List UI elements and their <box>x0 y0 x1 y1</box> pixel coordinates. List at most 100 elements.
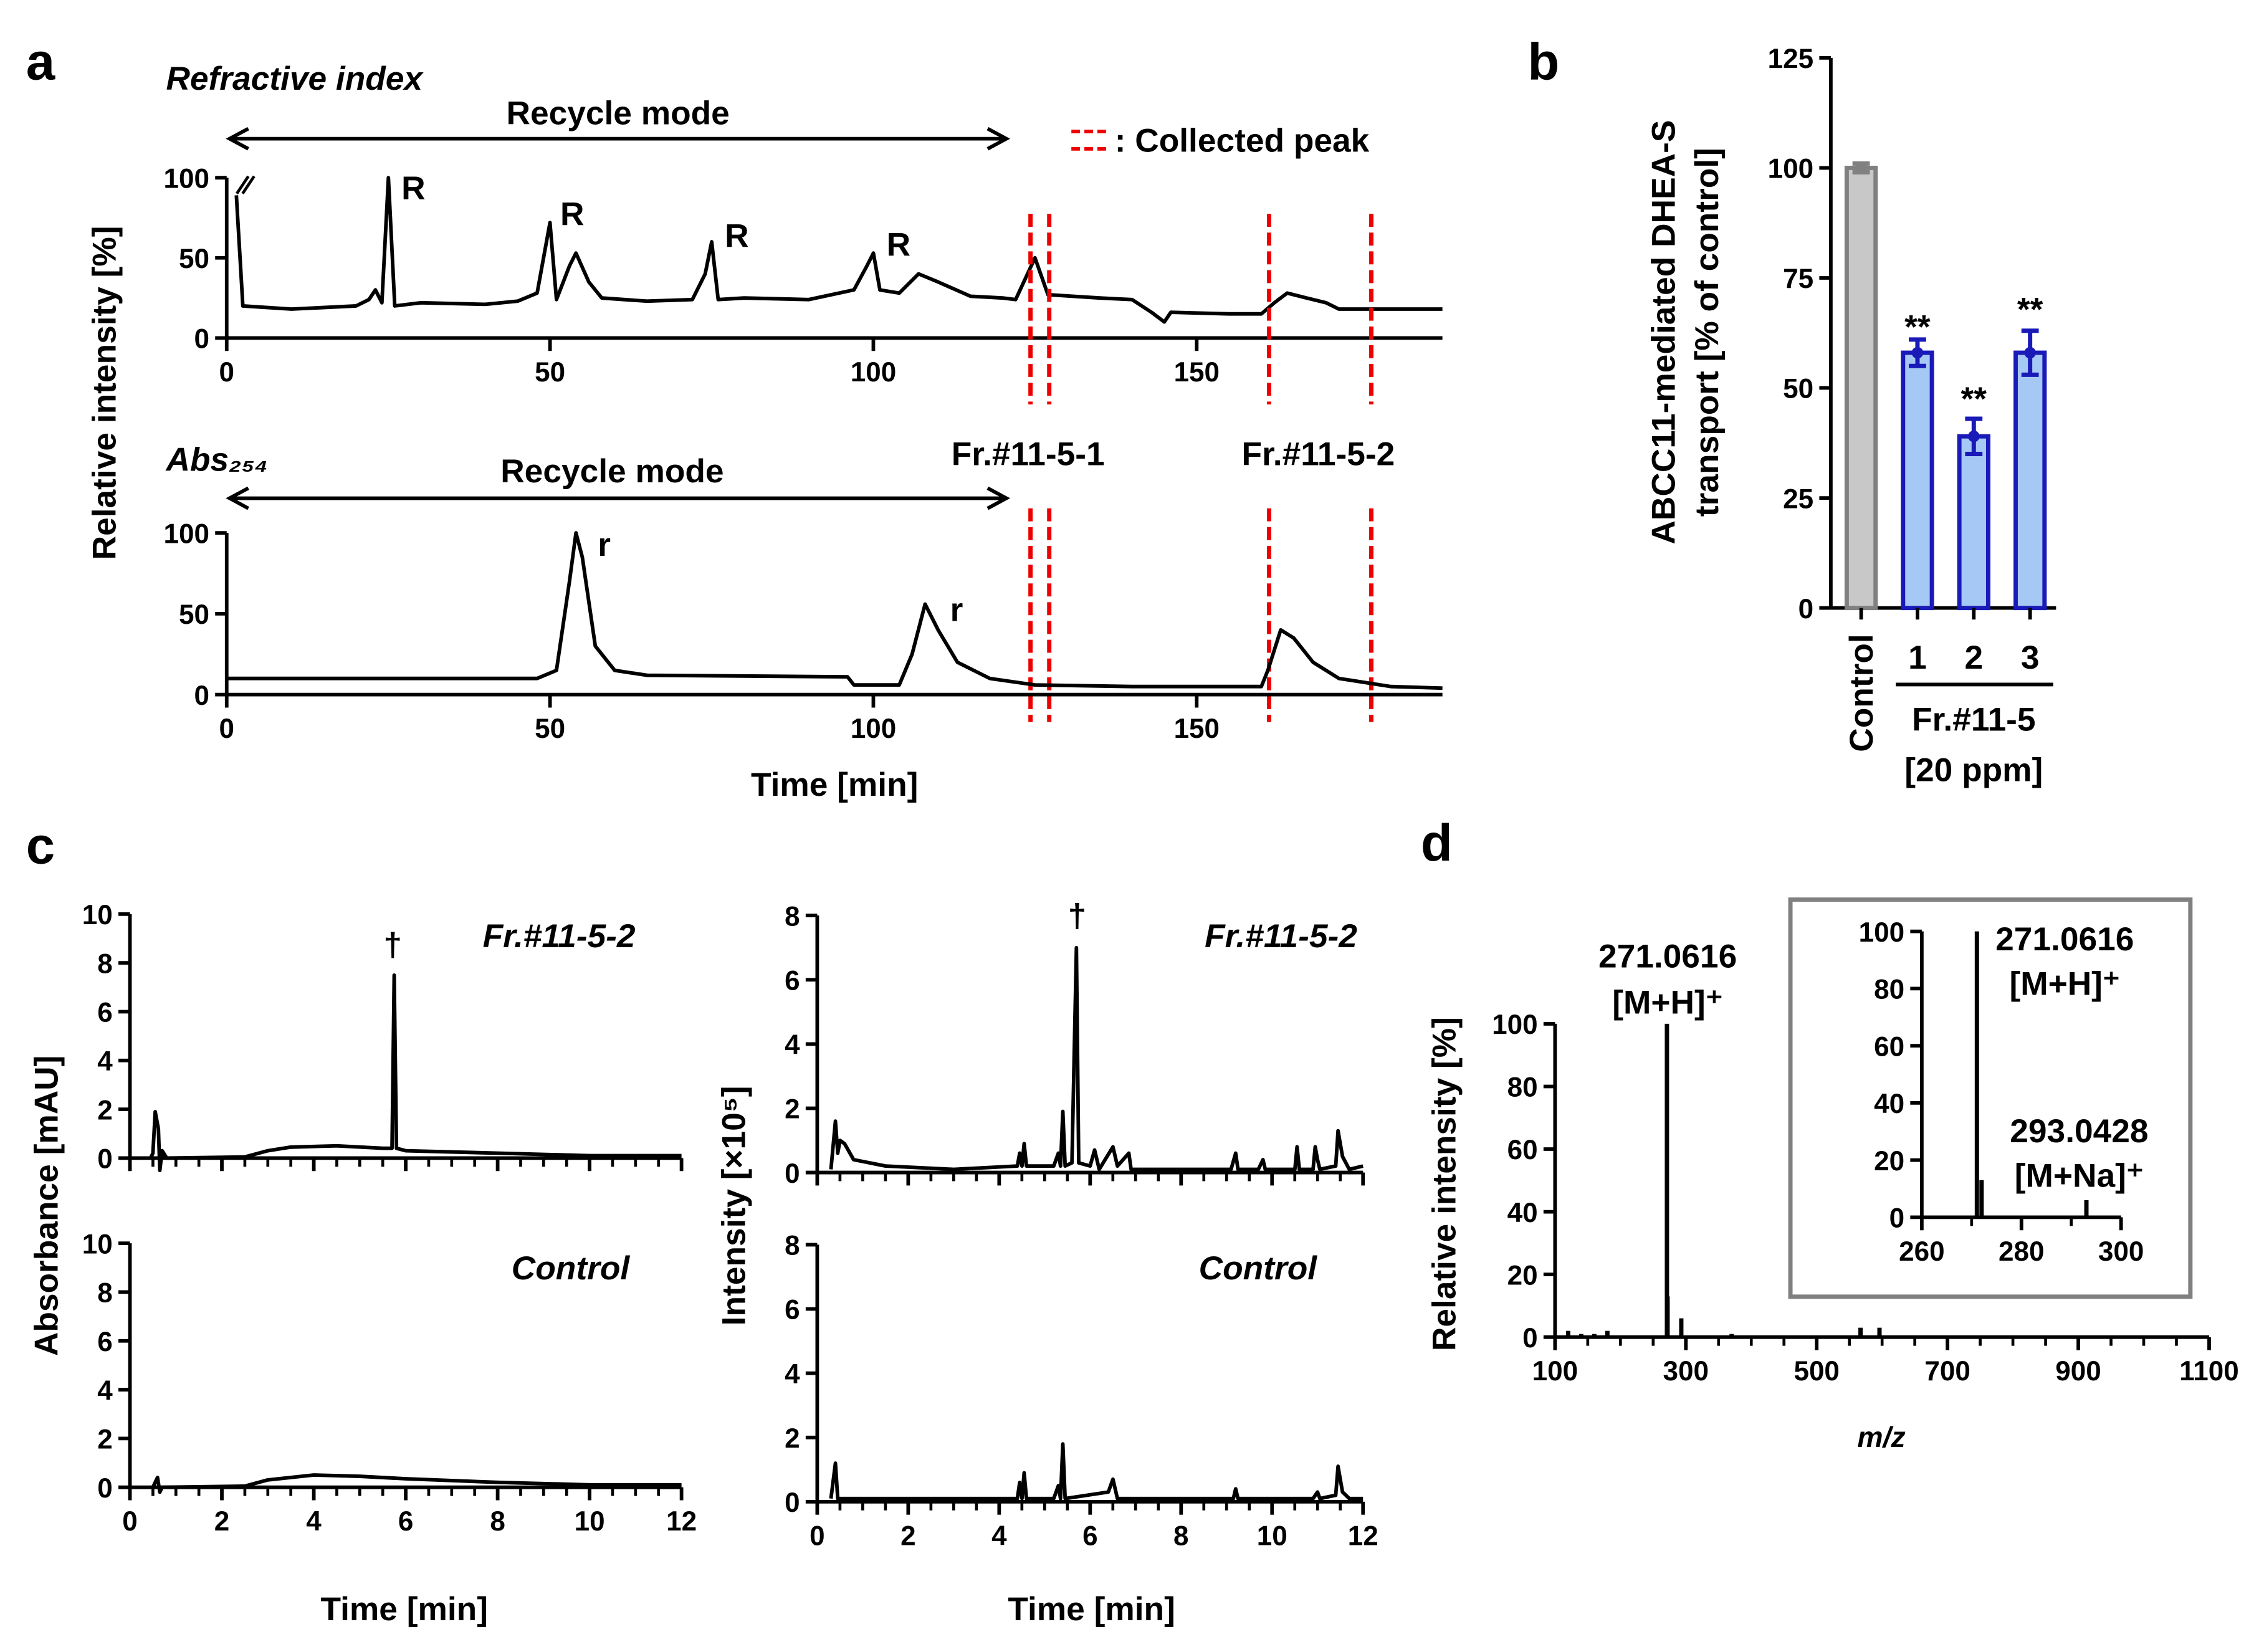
x-tick-label: 6 <box>398 1506 413 1537</box>
y-axis-label: ABCC11-mediated DHEA-S <box>1646 120 1683 545</box>
y-tick-label: 100 <box>1768 154 1813 184</box>
x-tick-label: 4 <box>306 1506 322 1537</box>
y-tick-label: 0 <box>194 680 209 711</box>
x-tick-label: 260 <box>1899 1236 1944 1267</box>
x-tick-label: 100 <box>1532 1356 1578 1387</box>
panel-letter: a <box>26 32 55 91</box>
y-tick-label: 100 <box>1492 1010 1537 1040</box>
y-tick-label: 4 <box>785 1359 800 1390</box>
y-axis-label: Relative intensity [%] <box>86 226 123 560</box>
y-tick-label: 6 <box>785 965 800 996</box>
x-tick-label: 150 <box>1174 714 1220 744</box>
y-axis-label: Relative intensity [%] <box>1426 1017 1463 1351</box>
y-tick-label: 4 <box>97 1046 113 1077</box>
x-tick-label: 900 <box>2055 1356 2101 1387</box>
x-tick-label: 2 <box>1964 639 1983 676</box>
trace <box>226 531 1443 690</box>
x-tick-label: 1100 <box>2179 1356 2239 1387</box>
annotation: R <box>887 226 910 263</box>
x-tick-label: 100 <box>851 357 896 388</box>
y-tick-label: 2 <box>785 1094 800 1125</box>
y-tick-label: 10 <box>82 1229 113 1259</box>
x-tick-label: 300 <box>1663 1356 1709 1387</box>
y-tick-label: 6 <box>97 998 112 1028</box>
trace <box>151 1473 682 1494</box>
fraction-label: Fr.#11-5-1 <box>952 436 1105 472</box>
y-tick-label: 0 <box>1889 1203 1904 1234</box>
x-tick-label: 0 <box>810 1521 824 1551</box>
axis-break <box>236 175 256 194</box>
x-tick-label: 3 <box>2021 639 2040 676</box>
panel-letter: c <box>26 816 55 875</box>
x-tick-label: 10 <box>575 1506 605 1537</box>
significance: ** <box>1961 381 1987 418</box>
annotation: R <box>725 217 748 254</box>
fraction-label: Fr.#11-5-2 <box>1241 436 1395 472</box>
x-tick-label: 1 <box>1908 639 1927 676</box>
y-tick-label: 2 <box>97 1425 112 1455</box>
x-tick-label: 50 <box>535 714 565 744</box>
y-tick-label: 8 <box>785 901 800 932</box>
group-label: [20 ppm] <box>1904 752 2043 789</box>
y-tick-label: 10 <box>82 900 113 930</box>
annotation: Recycle mode <box>500 453 724 490</box>
y-axis-label: Intensity [×10⁵] <box>716 1086 753 1325</box>
y-tick-label: 0 <box>97 1473 112 1504</box>
bar <box>2013 350 2047 611</box>
y-tick-label: 20 <box>1874 1146 1904 1177</box>
legend-icon <box>1071 130 1106 151</box>
y-tick-label: 40 <box>1507 1198 1538 1228</box>
y-tick-label: 50 <box>1783 374 1813 404</box>
y-tick-label: 100 <box>164 518 209 549</box>
x-tick-label: 12 <box>1348 1521 1378 1551</box>
x-tick-label: 150 <box>1174 357 1220 388</box>
y-tick-label: 0 <box>785 1158 800 1189</box>
annotation: r <box>950 591 963 628</box>
significance: ** <box>2017 292 2043 328</box>
y-tick-label: 60 <box>1507 1135 1538 1165</box>
bar <box>1957 434 1990 611</box>
x-axis-label: Time [min] <box>321 1591 488 1628</box>
bar-point <box>2024 346 2036 359</box>
x-tick-label: 6 <box>1082 1521 1097 1551</box>
x-tick-label: 10 <box>1257 1521 1287 1551</box>
y-tick-label: 100 <box>164 163 209 194</box>
y-tick-label: 4 <box>97 1375 113 1406</box>
y-tick-label: 2 <box>785 1423 800 1454</box>
trace-title: Refractive index <box>166 60 424 97</box>
trace <box>149 973 682 1172</box>
trace-title: Fr.#11-5-2 <box>483 918 636 955</box>
y-tick-label: 0 <box>785 1487 800 1518</box>
y-tick-label: 8 <box>785 1231 800 1261</box>
trace <box>829 1442 1364 1501</box>
y-tick-label: 80 <box>1874 975 1904 1005</box>
y-tick-label: 2 <box>97 1095 112 1125</box>
y-tick-label: 8 <box>97 948 112 979</box>
x-tick-label: 2 <box>900 1521 915 1551</box>
annotation: † <box>383 927 402 963</box>
x-tick-label: 100 <box>851 714 896 744</box>
legend-label: : Collected peak <box>1115 122 1370 159</box>
y-tick-label: 0 <box>1522 1323 1537 1354</box>
annotation: Recycle mode <box>506 95 729 131</box>
annotation: R <box>401 170 425 207</box>
y-tick-label: 80 <box>1507 1072 1538 1103</box>
y-axis-label: transport [% of control] <box>1689 148 1726 517</box>
trace-title: Control <box>512 1250 631 1287</box>
trace <box>829 945 1364 1172</box>
bar-point <box>1855 162 1867 174</box>
y-tick-label: 6 <box>785 1295 800 1325</box>
group-label: Fr.#11-5 <box>1912 702 2035 738</box>
y-tick-label: 8 <box>97 1278 112 1309</box>
y-tick-label: 6 <box>97 1327 112 1357</box>
x-tick-label: 300 <box>2098 1236 2144 1267</box>
y-tick-label: 75 <box>1783 264 1813 294</box>
y-tick-label: 0 <box>97 1144 112 1175</box>
bar <box>1901 350 1934 611</box>
trace-title: Abs₂₅₄ <box>165 442 267 479</box>
peak-label: 271.0616 <box>1995 921 2134 958</box>
x-tick-label: Control <box>1843 634 1880 752</box>
y-tick-label: 100 <box>1859 917 1904 948</box>
x-tick-label: 4 <box>991 1521 1007 1551</box>
x-tick-label: 2 <box>214 1506 229 1537</box>
